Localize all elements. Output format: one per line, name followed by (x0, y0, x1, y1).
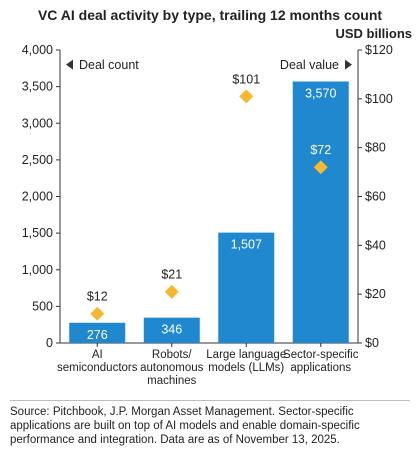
diamond-marker (239, 89, 254, 104)
bar-value-label: 1,507 (231, 238, 262, 252)
left-tick-label: 1,000 (22, 263, 53, 277)
right-tick-label: $100 (365, 92, 393, 106)
category-label: Sector-specific (283, 349, 359, 361)
category-label: models (LLMs) (208, 362, 284, 374)
category-label: Robots/ (152, 349, 192, 361)
bar (69, 322, 126, 343)
left-tick-label: 4,000 (22, 43, 53, 57)
right-tick-label: $0 (365, 336, 379, 350)
bar (218, 232, 275, 343)
bar (143, 317, 200, 343)
right-tick-label: $60 (365, 190, 386, 204)
right-tick-label: $120 (365, 43, 393, 57)
right-tick-label: $20 (365, 287, 386, 301)
diamond-marker (164, 284, 179, 299)
left-tick-label: 1,500 (22, 226, 53, 240)
category-label: applications (290, 362, 351, 374)
left-tick-label: 0 (46, 336, 53, 350)
bar-value-label: 276 (87, 328, 108, 342)
right-axis-unit-label: USD billions (335, 26, 412, 41)
left-axis-legend-label: Deal count (79, 58, 139, 72)
category-label: AI (92, 349, 103, 361)
left-arrow-icon (66, 59, 73, 70)
category-label: autonomous (140, 362, 204, 374)
right-tick-label: $40 (365, 238, 386, 252)
chart-title: VC AI deal activity by type, trailing 12… (37, 7, 383, 23)
bar-value-label: 346 (161, 323, 182, 337)
deal-value-label: $21 (161, 268, 182, 282)
bar (292, 81, 349, 343)
deal-value-label: $72 (310, 143, 331, 157)
right-arrow-icon (345, 59, 352, 70)
right-tick-label: $80 (365, 141, 386, 155)
chart-canvas: 0 500 1,000 1,500 2,000 2,500 3,000 3,500 4,000 $… (22, 43, 393, 387)
deal-value-label: $101 (232, 72, 260, 86)
diamond-marker (90, 306, 105, 321)
category-label: semiconductors (57, 362, 138, 374)
left-tick-label: 2,000 (22, 190, 53, 204)
deal-value-label: $12 (87, 290, 108, 304)
bar-value-label: 3,570 (305, 86, 336, 100)
category-label: Large language (206, 349, 286, 361)
source-note: Source: Pitchbook, J.P. Morgan Asset Man… (10, 400, 410, 447)
diamond-marker (313, 160, 328, 175)
left-tick-label: 2,500 (22, 153, 53, 167)
left-tick-label: 500 (32, 299, 53, 313)
right-axis-legend-label: Deal value (280, 58, 339, 72)
category-label: machines (147, 375, 196, 387)
left-tick-label: 3,500 (22, 80, 53, 94)
left-tick-label: 3,000 (22, 116, 53, 130)
